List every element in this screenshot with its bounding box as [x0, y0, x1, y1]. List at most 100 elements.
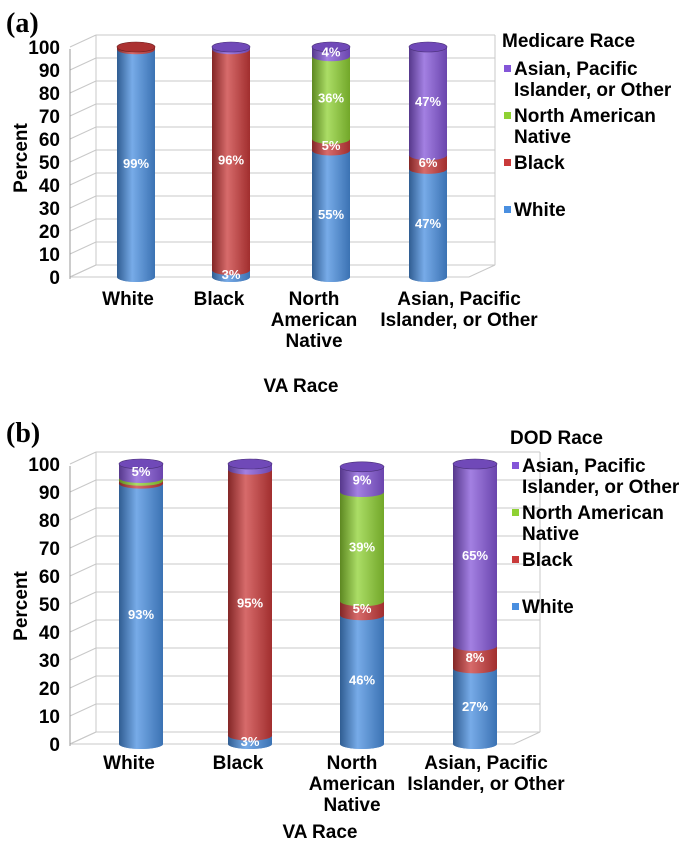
x-tick-label: Asian, Pacific	[397, 289, 521, 310]
legend-label: Black	[514, 153, 565, 174]
y-tick-label: 80	[39, 511, 60, 532]
y-axis-title: Percent	[11, 570, 32, 640]
side-wall-gridline	[69, 563, 97, 577]
y-tick-label: 30	[39, 651, 60, 672]
y-tick-label: 20	[39, 222, 60, 243]
y-tick-label: 0	[49, 735, 60, 756]
x-tick-label: Black	[194, 289, 245, 310]
bar-segment-curve	[212, 272, 250, 282]
x-axis-title: VA Race	[264, 376, 339, 397]
bar-segment-curve	[453, 641, 497, 651]
side-wall-gridline	[69, 451, 97, 465]
bar-segment-curve	[312, 134, 350, 144]
bar-segment-white	[119, 483, 163, 744]
data-label: 39%	[349, 540, 375, 555]
side-wall-gridline	[69, 619, 97, 633]
data-label: 6%	[419, 155, 438, 170]
chart-panel-b: (b) 0 10 20 30 40 50 60 70 80 90 100 Percent 93% 5% Wh…	[0, 418, 699, 843]
x-tick-label: Native	[323, 795, 380, 816]
bar-segment-curve	[409, 163, 447, 174]
y-tick-label: 70	[39, 107, 60, 128]
data-label: 36%	[318, 91, 344, 106]
side-wall-gridline	[69, 591, 97, 605]
bar-top-cap	[211, 41, 251, 53]
side-wall-gridline	[69, 103, 97, 117]
side-wall-gridline	[69, 218, 97, 232]
chart-panel-a: (a) 0 10 20 30 40 50 60 70 80 90 100 Percent 99% Whit…	[6, 8, 672, 397]
bar-top-cap	[118, 458, 164, 470]
bar-segment-curve	[228, 739, 272, 749]
side-wall-gridline	[69, 172, 97, 186]
bar-segment-curve	[340, 739, 384, 749]
y-tick-label: 60	[39, 567, 60, 588]
bar-segment-curve	[453, 739, 497, 749]
side-wall-gridline	[69, 675, 97, 689]
bar-segment-curve	[228, 730, 272, 741]
y-tick-label: 0	[49, 268, 60, 289]
chart-b-svg: 0 10 20 30 40 50 60 70 80 90 100 Percent 93% 5% White 3…	[11, 428, 680, 843]
data-label: 3%	[241, 734, 260, 749]
y-tick-label: 50	[39, 595, 60, 616]
x-tick-label: Islander, or Other	[380, 310, 538, 331]
side-wall-gridline	[69, 126, 97, 140]
data-label: 5%	[132, 464, 151, 479]
data-label: 5%	[353, 601, 372, 616]
y-tick-label: 80	[39, 84, 60, 105]
legend-label: North American	[522, 503, 664, 524]
x-tick-label: American	[309, 774, 396, 795]
bar-segment-black	[453, 646, 497, 669]
side-wall-gridline	[69, 241, 97, 255]
x-tick-label: White	[102, 289, 154, 310]
bar-segment-white	[312, 150, 350, 277]
bar-segment-curve	[312, 51, 350, 62]
side-wall-gridline	[69, 647, 97, 661]
data-label: 3%	[222, 267, 241, 282]
legend-title: DOD Race	[510, 428, 603, 449]
side-wall-gridline	[69, 57, 97, 71]
y-tick-label: 40	[39, 623, 60, 644]
legend-label: Asian, Pacific	[514, 59, 638, 80]
side-wall-gridline	[69, 479, 97, 493]
y-tick-label: 20	[39, 679, 60, 700]
bar-top-cap	[116, 41, 156, 53]
bar-segment-asian-pacific-islander-or-other	[453, 464, 497, 646]
y-tick-label: 90	[39, 483, 60, 504]
data-label: 47%	[415, 216, 441, 231]
data-label: 8%	[466, 650, 485, 665]
data-label: 5%	[322, 138, 341, 153]
legend-swatch	[512, 462, 519, 469]
y-axis-title: Percent	[11, 122, 32, 192]
bar-segment-white	[453, 668, 497, 744]
side-wall-gridline	[69, 703, 97, 717]
bar-segment-curve	[312, 272, 350, 282]
bar-segment-white	[409, 168, 447, 277]
x-tick-label: Asian, Pacific	[424, 753, 548, 774]
bar-top-cap	[408, 41, 448, 53]
side-wall-gridline	[69, 507, 97, 521]
panel-label: (a)	[6, 8, 39, 39]
bar-top-cap	[452, 458, 498, 470]
legend-label: North American	[514, 106, 656, 127]
legend-swatch	[512, 556, 519, 563]
legend-label: White	[522, 597, 574, 618]
bar-segment-curve	[340, 596, 384, 607]
bar-segment-black	[212, 49, 250, 271]
data-label: 96%	[218, 153, 244, 168]
legend-label: Native	[522, 524, 579, 545]
legend-title: Medicare Race	[502, 31, 635, 52]
bar-segment-curve	[409, 272, 447, 282]
x-tick-label: North	[327, 753, 378, 774]
legend-swatch	[512, 509, 519, 516]
bar-segment-curve	[212, 265, 250, 276]
data-label: 65%	[462, 548, 488, 563]
y-tick-label: 100	[28, 455, 60, 476]
legend-label: Islander, or Other	[514, 80, 672, 101]
y-tick-label: 50	[39, 153, 60, 174]
bar-segment-white	[340, 615, 384, 744]
side-wall-gridline	[69, 149, 97, 163]
bar-segment-asian-pacific-islander-or-other	[409, 47, 447, 156]
bar-segment-black	[312, 139, 350, 151]
bar-segment-curve	[340, 610, 384, 621]
bar-top-cap	[227, 458, 273, 470]
bar-segment-curve	[409, 150, 447, 161]
